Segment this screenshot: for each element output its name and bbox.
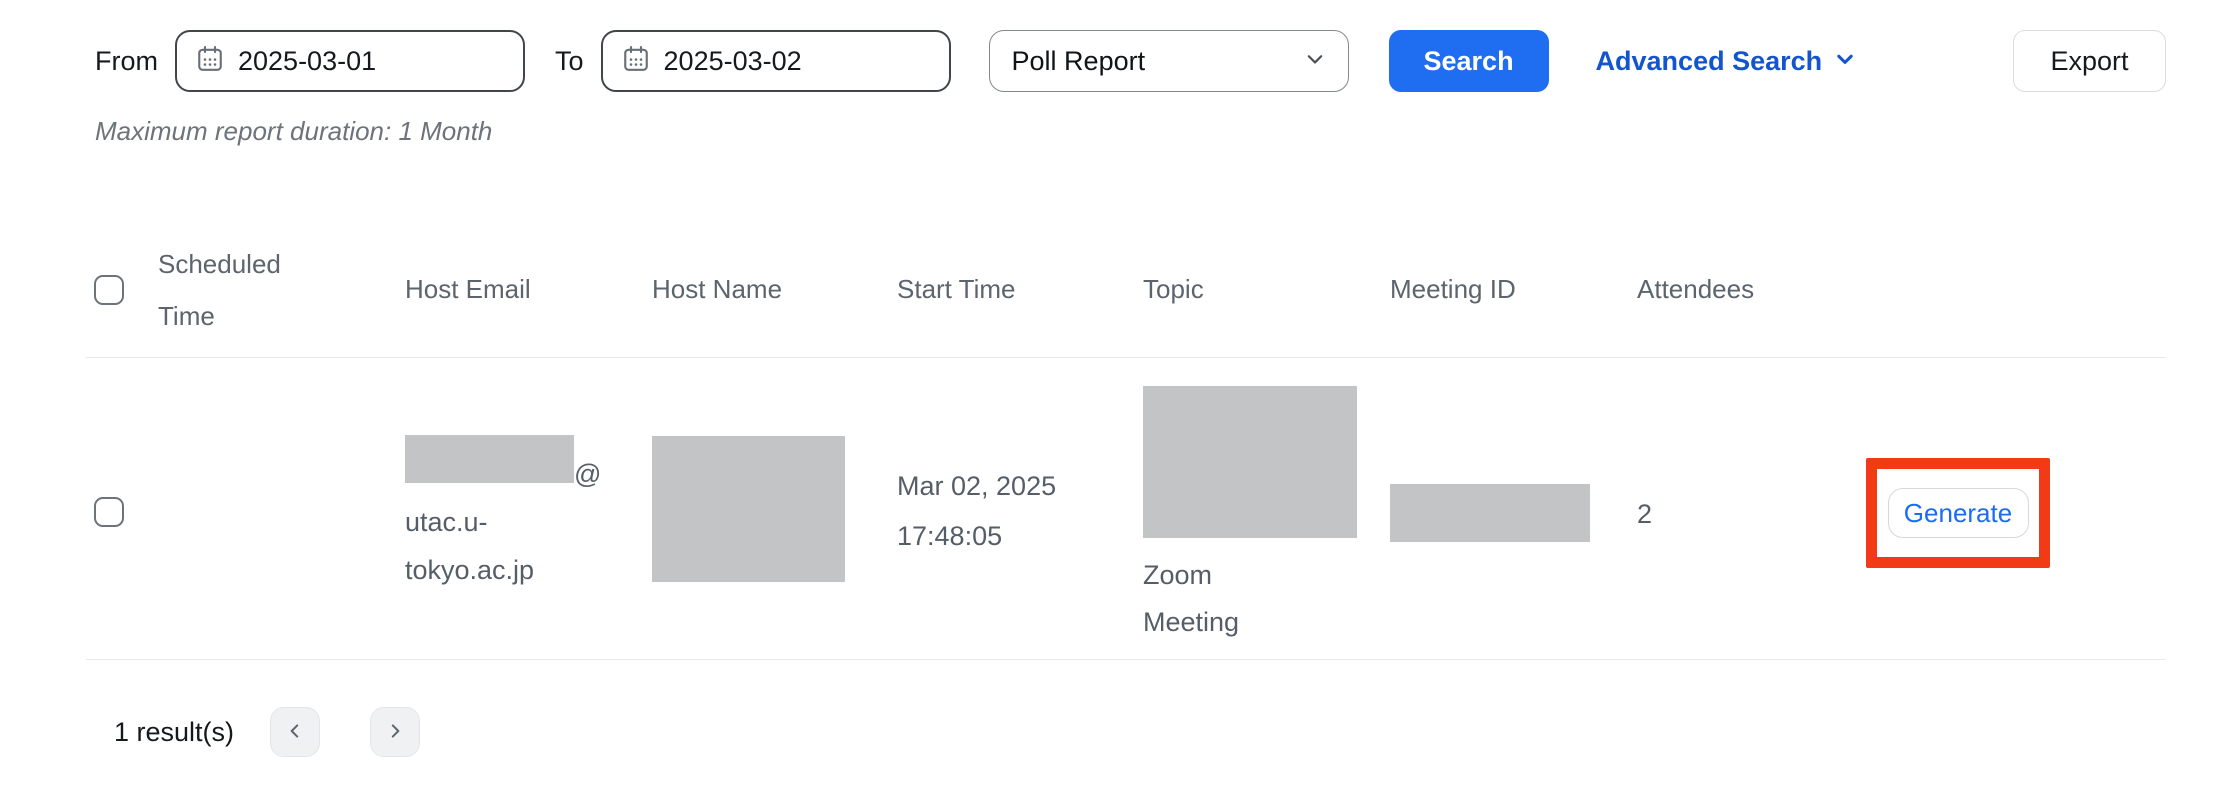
- cell-attendees: 2: [1637, 499, 1653, 529]
- chevron-down-icon: [1304, 48, 1326, 75]
- chevron-left-icon: [285, 721, 305, 744]
- column-header-start-time: Start Time: [897, 274, 1016, 304]
- advanced-search-toggle[interactable]: Advanced Search: [1596, 46, 1857, 77]
- report-type-select[interactable]: Poll Report: [988, 30, 1349, 92]
- next-page-button[interactable]: [370, 707, 421, 757]
- cell-topic: Zoom Meeting: [1143, 386, 1390, 646]
- column-header-topic: Topic: [1143, 274, 1204, 304]
- results-count: 1 result(s): [114, 716, 235, 747]
- to-date-input[interactable]: 2025-03-02: [600, 30, 951, 92]
- column-header-host-name: Host Name: [652, 274, 783, 304]
- report-search-toolbar: From 2025-03-01 To: [95, 30, 2166, 92]
- report-type-value: Poll Report: [1011, 45, 1146, 76]
- cell-start-time: Mar 02, 2025 17:48:05: [897, 471, 1057, 551]
- pagination-footer: 1 result(s): [86, 707, 2166, 757]
- to-label: To: [555, 45, 584, 76]
- cell-host-email: @ utac.u-tokyo.ac.jp: [405, 435, 610, 594]
- from-date-value: 2025-03-01: [238, 45, 377, 76]
- redacted-host-name: [652, 436, 845, 582]
- chevron-right-icon: [385, 721, 405, 744]
- cell-action: Generate: [1863, 458, 2166, 568]
- row-checkbox[interactable]: [94, 497, 124, 527]
- chevron-down-icon: [1834, 46, 1856, 77]
- annotation-highlight-box: Generate: [1866, 458, 2050, 568]
- generate-button[interactable]: Generate: [1887, 488, 2029, 538]
- prev-page-button[interactable]: [270, 707, 321, 757]
- from-label: From: [95, 45, 158, 76]
- column-header-meeting-id: Meeting ID: [1390, 274, 1516, 304]
- calendar-icon: [621, 44, 651, 79]
- export-button[interactable]: Export: [2013, 30, 2166, 92]
- redacted-topic: [1143, 386, 1357, 538]
- to-date-value: 2025-03-02: [663, 45, 802, 76]
- column-header-attendees: Attendees: [1637, 274, 1755, 304]
- column-header-scheduled-time: Scheduled Time: [158, 248, 281, 331]
- from-date-input[interactable]: 2025-03-01: [175, 30, 525, 92]
- table-header-divider: [86, 357, 2166, 358]
- cell-host-name: [652, 436, 897, 582]
- table-header: Scheduled Time Host Email Host Name Star…: [86, 222, 2166, 357]
- table-row: @ utac.u-tokyo.ac.jp Mar 02, 2025 17:48:…: [86, 358, 2166, 659]
- advanced-search-label: Advanced Search: [1595, 45, 1823, 76]
- search-button[interactable]: Search: [1388, 30, 1549, 92]
- column-header-host-email: Host Email: [405, 274, 531, 304]
- select-all-checkbox[interactable]: [94, 274, 124, 305]
- topic-text: Zoom Meeting: [1143, 560, 1240, 637]
- redacted-host-email: [405, 435, 574, 483]
- table-bottom-divider: [86, 659, 2166, 660]
- calendar-icon: [195, 44, 225, 79]
- max-duration-note: Maximum report duration: 1 Month: [95, 116, 493, 146]
- host-email-text: @ utac.u-tokyo.ac.jp: [405, 459, 602, 585]
- cell-meeting-id: [1390, 484, 1637, 542]
- redacted-meeting-id: [1390, 484, 1590, 542]
